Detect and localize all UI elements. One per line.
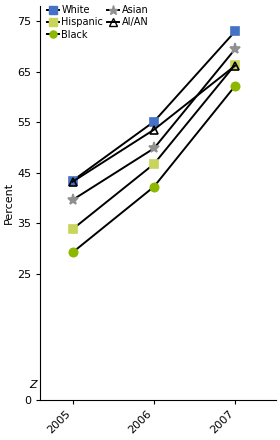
Line: Black: Black (68, 82, 239, 257)
Black (152, 184, 156, 189)
White (234, 29, 237, 34)
White (152, 119, 156, 125)
Hispanic (152, 161, 156, 167)
AI/AN (152, 127, 156, 132)
Legend: White, Hispanic, Black, Asian, AI/AN: White, Hispanic, Black, Asian, AI/AN (45, 3, 151, 42)
Line: Asian: Asian (67, 44, 241, 205)
Asian (152, 146, 156, 151)
Text: Z: Z (29, 380, 37, 390)
Asian (234, 46, 237, 51)
Hispanic (234, 62, 237, 67)
Hispanic (71, 227, 74, 232)
Line: AI/AN: AI/AN (68, 62, 239, 186)
White (71, 178, 74, 183)
Line: White: White (68, 27, 239, 185)
Y-axis label: Percent: Percent (4, 182, 14, 224)
AI/AN (71, 179, 74, 184)
Black (71, 250, 74, 255)
AI/AN (234, 63, 237, 68)
Black (234, 83, 237, 88)
Line: Hispanic: Hispanic (68, 60, 239, 233)
Asian (71, 197, 74, 202)
